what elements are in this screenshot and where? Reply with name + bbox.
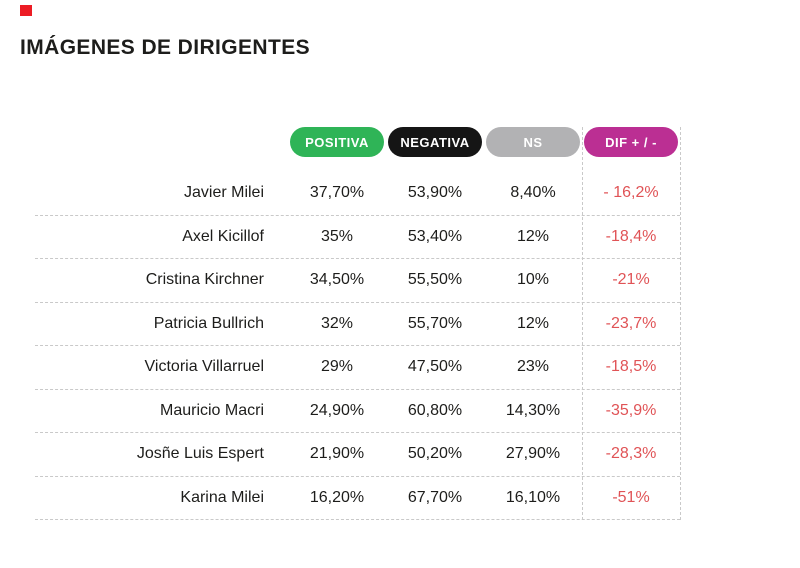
dif-value: -51% (612, 488, 650, 506)
table-row: Patricia Bullrich 32% 55,70% 12% -23,7% (35, 303, 680, 346)
negativa-value: 47,50% (407, 358, 463, 376)
table-row: Josñe Luis Espert 21,90% 50,20% 27,90% -… (35, 433, 680, 477)
negativa-value: 55,70% (407, 314, 463, 332)
table-row: Victoria Villarruel 29% 47,50% 23% -18,5… (35, 346, 680, 390)
ns-value: 16,10% (505, 488, 561, 506)
ns-value: 8,40% (510, 184, 556, 202)
table-row: Javier Milei 37,70% 53,90% 8,40% - 16,2% (35, 172, 680, 216)
ns-value: 14,30% (505, 401, 561, 419)
positiva-value: 16,20% (309, 488, 365, 506)
leader-name: Javier Milei (183, 184, 264, 202)
leader-name: Josñe Luis Espert (136, 445, 264, 463)
dif-column-left-divider (582, 127, 583, 520)
positiva-value: 21,90% (309, 445, 365, 463)
positiva-value: 35% (320, 227, 354, 245)
red-square-mark (20, 5, 32, 16)
ns-value: 12% (516, 314, 550, 332)
positiva-value: 37,70% (309, 184, 365, 202)
leader-name: Victoria Villarruel (144, 358, 264, 376)
negativa-value: 50,20% (407, 445, 463, 463)
positiva-value: 24,90% (309, 401, 365, 419)
page-title: IMÁGENES DE DIRIGENTES (20, 36, 311, 59)
positiva-value: 34,50% (309, 271, 365, 289)
negativa-value: 53,40% (407, 227, 463, 245)
header-cell-ns: NS (484, 127, 582, 157)
column-header-positiva: POSITIVA (290, 127, 384, 157)
table-row: Mauricio Macri 24,90% 60,80% 14,30% -35,… (35, 390, 680, 433)
ns-value: 10% (516, 271, 550, 289)
negativa-value: 55,50% (407, 271, 463, 289)
table-header-row: POSITIVA NEGATIVA NS DIF + / - (35, 127, 680, 172)
column-header-ns: NS (486, 127, 580, 157)
leader-name: Axel Kicillof (182, 227, 264, 245)
table-row: Cristina Kirchner 34,50% 55,50% 10% -21% (35, 259, 680, 303)
column-header-dif: DIF + / - (584, 127, 678, 157)
leaders-image-table: POSITIVA NEGATIVA NS DIF + / - Javier Mi… (35, 127, 681, 520)
dif-value: -18,4% (605, 227, 657, 245)
ns-value: 27,90% (505, 445, 561, 463)
positiva-value: 29% (320, 358, 354, 376)
table-row: Axel Kicillof 35% 53,40% 12% -18,4% (35, 216, 680, 259)
negativa-value: 53,90% (407, 184, 463, 202)
dif-column-right-divider (680, 127, 681, 520)
ns-value: 23% (516, 358, 550, 376)
header-cell-dif: DIF + / - (582, 127, 680, 157)
column-header-negativa: NEGATIVA (388, 127, 482, 157)
positiva-value: 32% (320, 314, 354, 332)
ns-value: 12% (516, 227, 550, 245)
dif-value: -35,9% (605, 401, 657, 419)
dif-value: -21% (612, 271, 650, 289)
dif-value: -23,7% (605, 314, 657, 332)
dif-value: - 16,2% (603, 184, 659, 202)
leader-name: Mauricio Macri (159, 401, 264, 419)
header-cell-negativa: NEGATIVA (386, 127, 484, 157)
dif-value: -18,5% (605, 358, 657, 376)
header-cell-positiva: POSITIVA (288, 127, 386, 157)
table-row: Karina Milei 16,20% 67,70% 16,10% -51% (35, 477, 680, 520)
leader-name: Cristina Kirchner (145, 271, 264, 289)
dif-value: -28,3% (605, 445, 657, 463)
leader-name: Karina Milei (180, 488, 264, 506)
negativa-value: 60,80% (407, 401, 463, 419)
negativa-value: 67,70% (407, 488, 463, 506)
leader-name: Patricia Bullrich (153, 314, 264, 332)
